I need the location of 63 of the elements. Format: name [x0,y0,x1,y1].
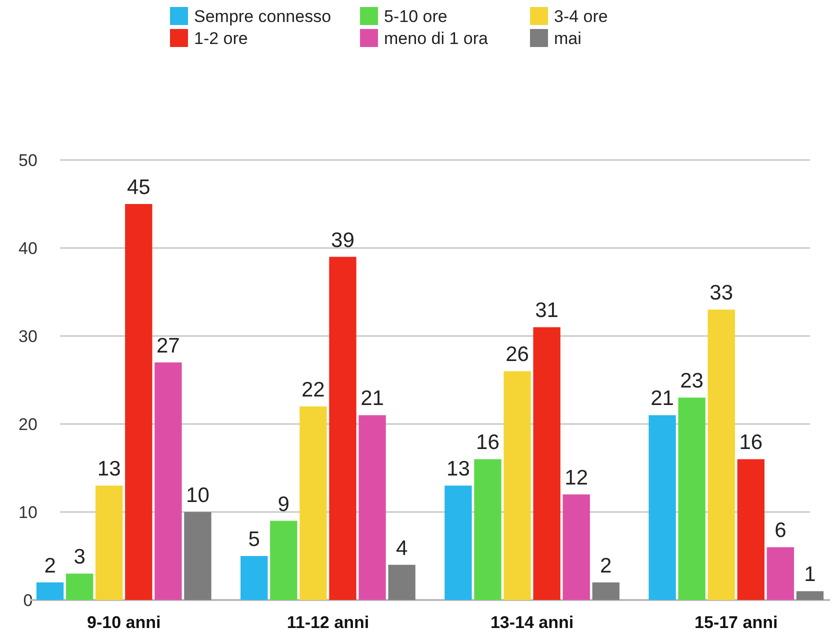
data-label: 27 [156,334,180,358]
x-tick-label: 9-10 anni [87,613,161,632]
legend-label: Sempre connesso [194,6,332,26]
bar [329,256,356,600]
data-label: 26 [506,343,529,366]
bar [678,398,706,600]
bar [592,582,620,600]
legend-label: 5-10 ore [384,6,448,26]
data-label: 2 [44,554,56,578]
data-label: 4 [396,536,408,560]
data-label: 3 [74,546,86,569]
data-label: 13 [446,458,470,481]
bar [270,520,298,600]
x-tick-label: 15-17 anni [694,613,778,632]
bar [504,371,531,600]
bar [300,406,327,600]
legend-label: meno di 1 ora [384,28,488,48]
data-label: 21 [650,387,674,410]
bar [184,512,212,600]
data-label: 6 [774,519,786,542]
bar [66,574,94,600]
bar [154,362,182,600]
legend-label: 1-2 ore [194,28,248,48]
data-label: 1 [804,563,816,586]
data-label: 12 [564,466,588,490]
data-label: 39 [331,228,354,252]
bar [36,582,64,600]
data-label: 23 [680,370,704,393]
y-tick-label: 10 [18,502,38,522]
y-tick-label: 20 [18,414,38,434]
data-label: 9 [278,492,290,516]
legend-label: 3-4 ore [554,6,608,26]
bar [533,327,560,600]
legend-label: mai [554,28,582,48]
bar [125,204,152,600]
bar [708,310,735,600]
bar [444,486,472,600]
x-tick-label: 11-12 anni [286,613,370,632]
y-tick-label: 40 [18,238,38,258]
y-tick-label: 30 [18,326,38,346]
data-label: 16 [739,431,763,454]
bar [96,486,123,600]
data-label: 2 [600,554,612,578]
data-label: 33 [710,282,734,305]
bar [766,547,794,600]
data-label: 13 [97,458,121,481]
data-label: 16 [476,431,500,454]
data-label: 21 [360,387,384,410]
bar [562,494,590,600]
data-label: 45 [126,176,150,199]
bar [240,556,268,600]
bar [358,415,386,600]
bar [737,459,764,600]
data-label: 22 [302,378,325,402]
bar [388,564,416,600]
data-label: 10 [186,484,210,507]
data-label: 31 [535,299,558,322]
bar [474,459,502,600]
bar [648,415,676,600]
data-label: 5 [248,528,260,551]
y-tick-label: 50 [18,150,38,170]
bar [796,591,824,600]
x-tick-label: 13-14 anni [490,613,574,632]
